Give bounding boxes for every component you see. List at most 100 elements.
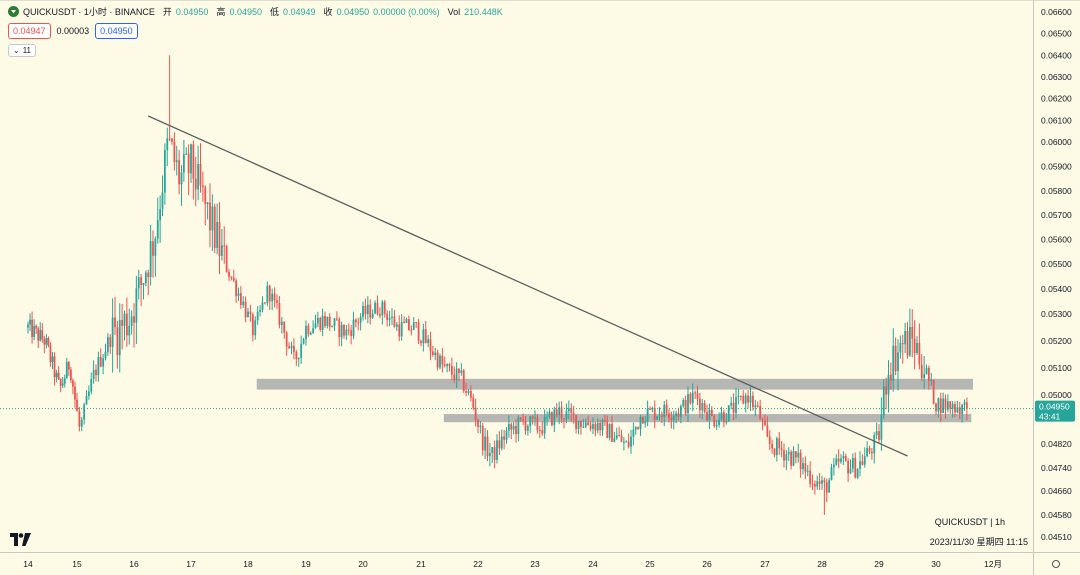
candle-body [415,322,418,324]
price-axis-label: 0.06400 [1041,50,1072,60]
candle-body [715,424,718,427]
candle-body [899,342,902,353]
candle-body [324,315,326,326]
candle-body [744,395,747,404]
sell-price-button[interactable]: 0.04947 [8,23,51,39]
candle-body [305,325,307,340]
buy-price-button[interactable]: 0.04950 [95,23,138,39]
price-axis-label: 0.05400 [1041,284,1072,294]
candle-body [453,374,456,380]
candle-body [135,288,138,323]
candle-body [718,419,720,425]
tradingview-logo-icon[interactable] [10,533,32,551]
candle-body [488,453,491,457]
candle-body [345,329,348,336]
candle-body [295,352,298,360]
candle-body [211,206,214,231]
datetime-footer: 2023/11/30 星期四 11:15 [929,537,1028,547]
candle-body [223,245,226,247]
candle-body [546,416,548,418]
indicators-toggle-button[interactable]: ⌄ 11 [8,44,37,57]
candle-body [403,321,405,323]
price-axis-label: 0.06500 [1041,29,1072,39]
candle-body [725,421,728,423]
candle-body [237,293,240,296]
high-label: 高 [216,7,226,17]
candle-body [543,416,546,434]
candle-body [575,415,577,430]
candle-body [106,337,109,352]
candle-body [710,409,713,416]
candle-body [206,202,209,205]
candle-body [856,468,859,478]
candle-body [87,391,90,396]
candle-body [379,314,381,316]
candle-body [587,422,590,426]
candle-body [868,448,871,452]
candle-body [761,419,764,421]
candle-body [288,346,290,349]
downtrend-line [147,115,908,457]
candle-body [57,372,60,379]
candle-body [408,319,410,330]
candle-body [603,420,606,422]
candle-body [832,464,835,468]
candle-body [687,393,689,414]
candle-body [185,153,188,155]
order-panel: 0.04947 0.00003 0.04950 [8,23,138,39]
candle-body [849,468,852,474]
price-axis-label: 0.05800 [1041,186,1072,196]
candle-body [601,420,604,431]
candles [27,55,968,515]
candle-body [388,317,391,320]
candle-body [128,325,131,336]
candle-body [531,416,534,419]
candle-body [558,407,561,416]
date-axis-label: 14 [23,559,33,569]
candle-body [121,319,124,326]
candle-body [29,319,31,325]
candle-body [45,338,48,345]
candle-body [340,325,343,338]
settings-gear-icon[interactable] [1052,560,1060,568]
candle-body [142,283,145,286]
candle-body [85,395,88,405]
candle-body [646,408,649,422]
symbol-legend: QUICKUSDT · 1小时 · BINANCE 开 0.04950 高 0.04… [8,5,503,18]
candle-body [251,314,254,336]
candle-body [887,374,890,395]
price-axis-label: 0.04740 [1041,463,1072,473]
candle-body [319,318,322,330]
candle-body [823,480,826,483]
date-axis-label: 15 [72,559,82,569]
candle-body [560,407,563,419]
candle-body [72,380,74,387]
candle-body [684,400,687,414]
candle-body [749,395,752,403]
candle-body [911,326,914,339]
candle-body [333,318,336,327]
symbol-title[interactable]: QUICKUSDT · 1小时 · BINANCE [23,7,155,17]
candle-body [925,367,928,375]
candle-body [213,206,216,248]
candle-body [689,393,692,404]
candle-body [732,402,735,413]
candle-body [439,355,441,368]
date-axis-label: 29 [874,559,884,569]
candle-body [307,325,310,335]
candle-body [398,324,401,337]
candle-body [171,138,173,142]
candle-body [930,379,933,381]
candle-body [739,395,742,397]
candle-body [918,342,921,365]
candle-body [61,383,64,386]
candle-body [386,313,389,320]
candle-body [618,435,621,437]
candle-body [486,436,489,457]
current-price-tag-countdown: 43:41 [1039,412,1061,422]
candle-body [65,362,68,379]
candle-body [599,422,602,431]
date-axis-label: 21 [416,559,426,569]
candle-body [99,357,102,367]
